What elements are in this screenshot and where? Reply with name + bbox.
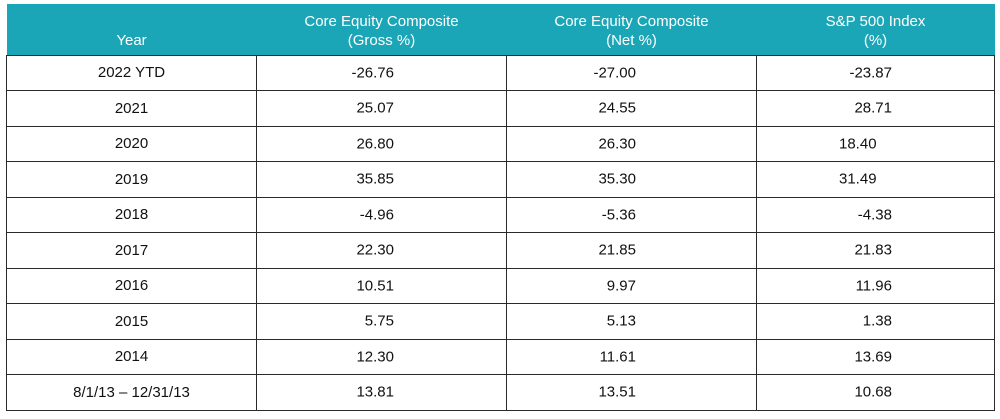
cell-net-value: 13.51 xyxy=(598,383,636,401)
table-row: 2020 26.80 26.30 18.40 xyxy=(6,125,995,162)
cell-gross-value: 10.51 xyxy=(356,277,394,295)
cell-net-value: -5.36 xyxy=(601,206,636,224)
table-row: 2015 5.75 5.13 1.38 xyxy=(6,303,995,340)
cell-sp500-value: 18.40 xyxy=(839,135,877,153)
cell-sp500-value: -23.87 xyxy=(849,64,892,82)
cell-net-value: 21.85 xyxy=(598,241,636,259)
cell-gross: 26.80 xyxy=(256,125,507,162)
cell-sp500: 10.68 xyxy=(756,374,995,411)
table-row: 2017 22.30 21.85 21.83 xyxy=(6,232,995,269)
cell-gross-value: 13.81 xyxy=(356,383,394,401)
cell-year: 2019 xyxy=(6,161,257,198)
cell-year: 2022 YTD xyxy=(6,54,257,91)
cell-year: 2016 xyxy=(6,267,257,304)
cell-year: 2018 xyxy=(6,196,257,233)
cell-net-value: -27.00 xyxy=(593,64,636,82)
cell-year: 8/1/13 – 12/31/13 xyxy=(6,374,257,411)
cell-sp500: 1.38 xyxy=(756,303,995,340)
cell-sp500-value: 28.71 xyxy=(854,99,892,117)
cell-net-value: 24.55 xyxy=(598,99,636,117)
cell-net: -5.36 xyxy=(506,196,757,233)
cell-net: 35.30 xyxy=(506,161,757,198)
cell-sp500: 31.49 xyxy=(756,161,995,198)
cell-gross-value: 26.80 xyxy=(356,135,394,153)
table-row: 2014 12.30 11.61 13.69 xyxy=(6,338,995,375)
table-row: 2021 25.07 24.55 28.71 xyxy=(6,90,995,127)
cell-gross-value: 35.85 xyxy=(356,170,394,188)
cell-net: -27.00 xyxy=(506,54,757,91)
cell-sp500: 28.71 xyxy=(756,90,995,127)
cell-year: 2015 xyxy=(6,303,257,340)
table-row: 2019 35.85 35.30 31.49 xyxy=(6,161,995,198)
cell-sp500-value: 31.49 xyxy=(839,170,877,188)
cell-net: 9.97 xyxy=(506,267,757,304)
cell-year: 2017 xyxy=(6,232,257,269)
cell-gross-value: 12.30 xyxy=(356,348,394,366)
cell-sp500-value: 13.69 xyxy=(854,348,892,366)
header-sp500-line1: S&P 500 Index xyxy=(825,12,926,30)
header-sp500-line2: (%) xyxy=(863,31,888,49)
cell-gross: 35.85 xyxy=(256,161,507,198)
table-header: Year Core Equity Composite (Gross %) Cor… xyxy=(6,4,995,55)
table-body: 2022 YTD -26.76 -27.00 -23.87 2021 25.07… xyxy=(6,54,995,411)
cell-net-value: 11.61 xyxy=(599,348,636,366)
cell-net-value: 35.30 xyxy=(598,170,636,188)
performance-table: Year Core Equity Composite (Gross %) Cor… xyxy=(6,4,995,411)
cell-sp500-value: 11.96 xyxy=(855,277,892,295)
header-net-line1: Core Equity Composite xyxy=(554,12,709,30)
cell-gross: 12.30 xyxy=(256,338,507,375)
cell-net: 24.55 xyxy=(506,90,757,127)
cell-gross: -4.96 xyxy=(256,196,507,233)
cell-net-value: 26.30 xyxy=(598,135,636,153)
cell-sp500: -4.38 xyxy=(756,196,995,233)
table-row: 2022 YTD -26.76 -27.00 -23.87 xyxy=(6,54,995,91)
cell-sp500: 21.83 xyxy=(756,232,995,269)
cell-gross: 25.07 xyxy=(256,90,507,127)
cell-net: 13.51 xyxy=(506,374,757,411)
cell-gross: 22.30 xyxy=(256,232,507,269)
header-gross-line2: (Gross %) xyxy=(347,31,416,49)
header-sp500: S&P 500 Index (%) xyxy=(757,4,995,55)
cell-net: 26.30 xyxy=(506,125,757,162)
cell-sp500-value: 10.68 xyxy=(854,383,892,401)
cell-sp500: 18.40 xyxy=(756,125,995,162)
cell-year: 2020 xyxy=(6,125,257,162)
table-row: 8/1/13 – 12/31/13 13.81 13.51 10.68 xyxy=(6,374,995,411)
cell-year: 2021 xyxy=(6,90,257,127)
table-row: 2016 10.51 9.97 11.96 xyxy=(6,267,995,304)
cell-gross-value: 5.75 xyxy=(364,312,394,330)
cell-sp500: 11.96 xyxy=(756,267,995,304)
cell-gross: 5.75 xyxy=(256,303,507,340)
cell-gross: 10.51 xyxy=(256,267,507,304)
cell-gross-value: 22.30 xyxy=(356,241,394,259)
cell-sp500: -23.87 xyxy=(756,54,995,91)
header-year: Year xyxy=(7,4,257,55)
cell-sp500-value: -4.38 xyxy=(857,206,892,224)
cell-gross: 13.81 xyxy=(256,374,507,411)
cell-net-value: 5.13 xyxy=(606,312,636,330)
header-net: Core Equity Composite (Net %) xyxy=(507,4,757,55)
header-net-line2: (Net %) xyxy=(606,31,657,49)
header-year-line2: Year xyxy=(116,31,147,49)
performance-table-container: Year Core Equity Composite (Gross %) Cor… xyxy=(6,4,995,411)
cell-year: 2014 xyxy=(6,338,257,375)
header-row: Year Core Equity Composite (Gross %) Cor… xyxy=(6,4,995,55)
cell-sp500-value: 21.83 xyxy=(854,241,892,259)
table-row: 2018 -4.96 -5.36 -4.38 xyxy=(6,196,995,233)
cell-gross: -26.76 xyxy=(256,54,507,91)
cell-gross-value: 25.07 xyxy=(356,99,394,117)
cell-sp500: 13.69 xyxy=(756,338,995,375)
header-gross: Core Equity Composite (Gross %) xyxy=(257,4,507,55)
cell-net: 11.61 xyxy=(506,338,757,375)
header-gross-line1: Core Equity Composite xyxy=(304,12,459,30)
cell-gross-value: -26.76 xyxy=(351,64,394,82)
cell-gross-value: -4.96 xyxy=(359,206,394,224)
cell-net: 5.13 xyxy=(506,303,757,340)
cell-sp500-value: 1.38 xyxy=(862,312,892,330)
cell-net: 21.85 xyxy=(506,232,757,269)
cell-net-value: 9.97 xyxy=(606,277,636,295)
